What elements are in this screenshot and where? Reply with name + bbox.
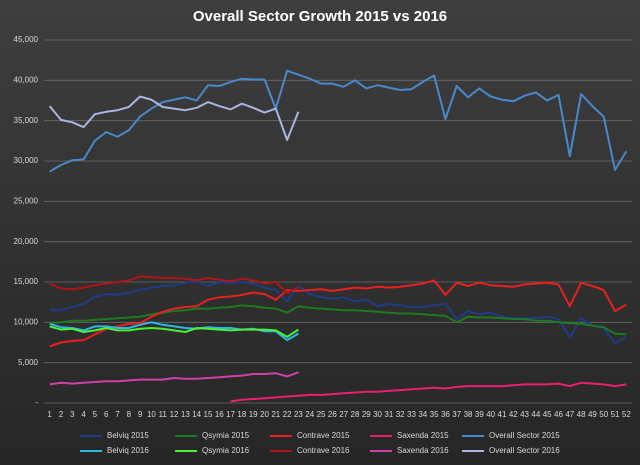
y-tick-label: 45,000 — [14, 35, 39, 44]
x-tick-label: 24 — [305, 410, 314, 419]
x-tick-label: 35 — [430, 410, 439, 419]
x-tick-label: 8 — [127, 410, 132, 419]
x-tick-label: 36 — [441, 410, 450, 419]
x-tick-label: 25 — [317, 410, 326, 419]
x-tick-label: 1 — [47, 410, 52, 419]
y-tick-label: - — [35, 398, 38, 407]
x-tick-label: 17 — [226, 410, 235, 419]
legend-label: Belviq 2016 — [107, 446, 149, 455]
legend-label: Qsymia 2016 — [202, 446, 250, 455]
legend-label: Overall Sector 2015 — [489, 431, 560, 440]
x-tick-label: 51 — [611, 410, 620, 419]
x-tick-label: 47 — [565, 410, 574, 419]
x-tick-label: 45 — [543, 410, 552, 419]
x-tick-label: 30 — [373, 410, 382, 419]
x-tick-label: 15 — [204, 410, 213, 419]
x-tick-label: 42 — [509, 410, 518, 419]
series-line — [49, 275, 299, 295]
x-tick-label: 19 — [249, 410, 258, 419]
series-line — [230, 381, 627, 403]
legend-label: Saxenda 2016 — [397, 446, 449, 455]
x-tick-label: 46 — [554, 410, 563, 419]
x-tick-label: 12 — [170, 410, 179, 419]
x-tick-label: 26 — [328, 410, 337, 419]
x-tick-label: 31 — [384, 410, 393, 419]
x-tick-label: 52 — [622, 410, 631, 419]
x-tick-label: 32 — [396, 410, 405, 419]
x-tick-label: 7 — [115, 410, 120, 419]
series-line — [49, 279, 627, 348]
y-tick-label: 20,000 — [14, 237, 39, 246]
x-tick-label: 44 — [531, 410, 540, 419]
x-tick-label: 9 — [138, 410, 143, 419]
x-tick-label: 49 — [588, 410, 597, 419]
chart-title: Overall Sector Growth 2015 vs 2016 — [193, 8, 447, 25]
x-tick-label: 6 — [104, 410, 109, 419]
y-tick-label: 35,000 — [14, 116, 39, 125]
x-tick-label: 14 — [192, 410, 201, 419]
x-tick-label: 40 — [486, 410, 495, 419]
series-line — [49, 280, 627, 345]
x-tick-label: 43 — [520, 410, 529, 419]
x-tick-label: 41 — [498, 410, 507, 419]
x-tick-label: 23 — [294, 410, 303, 419]
x-tick-label: 3 — [70, 410, 75, 419]
x-tick-label: 20 — [260, 410, 269, 419]
y-tick-label: 40,000 — [14, 75, 39, 84]
x-tick-label: 18 — [237, 410, 246, 419]
x-tick-label: 27 — [339, 410, 348, 419]
x-tick-label: 21 — [271, 410, 280, 419]
y-tick-label: 15,000 — [14, 277, 39, 286]
legend-label: Contrave 2015 — [297, 431, 350, 440]
x-tick-label: 38 — [464, 410, 473, 419]
x-tick-label: 11 — [159, 410, 168, 419]
y-tick-label: 30,000 — [14, 156, 39, 165]
series-line — [49, 69, 628, 173]
y-tick-label: 25,000 — [14, 196, 39, 205]
x-tick-label: 34 — [418, 410, 427, 419]
x-tick-label: 28 — [351, 410, 360, 419]
series-line — [49, 371, 299, 386]
x-tick-label: 2 — [59, 410, 64, 419]
series-line — [48, 95, 300, 141]
x-tick-label: 13 — [181, 410, 190, 419]
x-tick-label: 48 — [577, 410, 586, 419]
legend-label: Contrave 2016 — [297, 446, 350, 455]
y-tick-label: 10,000 — [14, 317, 39, 326]
legend-label: Qsymia 2015 — [202, 431, 250, 440]
x-tick-label: 39 — [475, 410, 484, 419]
x-tick-label: 29 — [362, 410, 371, 419]
legend-label: Saxenda 2015 — [397, 431, 449, 440]
x-tick-label: 37 — [452, 410, 461, 419]
y-tick-label: 5,000 — [18, 358, 39, 367]
legend-label: Overall Sector 2016 — [489, 446, 560, 455]
x-tick-label: 22 — [283, 410, 292, 419]
series-line — [49, 325, 299, 338]
series-line — [49, 304, 627, 336]
x-tick-label: 33 — [407, 410, 416, 419]
x-tick-label: 4 — [81, 410, 86, 419]
legend-label: Belviq 2015 — [107, 431, 149, 440]
x-tick-label: 10 — [147, 410, 156, 419]
x-tick-label: 16 — [215, 410, 224, 419]
x-tick-label: 5 — [93, 410, 98, 419]
x-tick-label: 50 — [599, 410, 608, 419]
